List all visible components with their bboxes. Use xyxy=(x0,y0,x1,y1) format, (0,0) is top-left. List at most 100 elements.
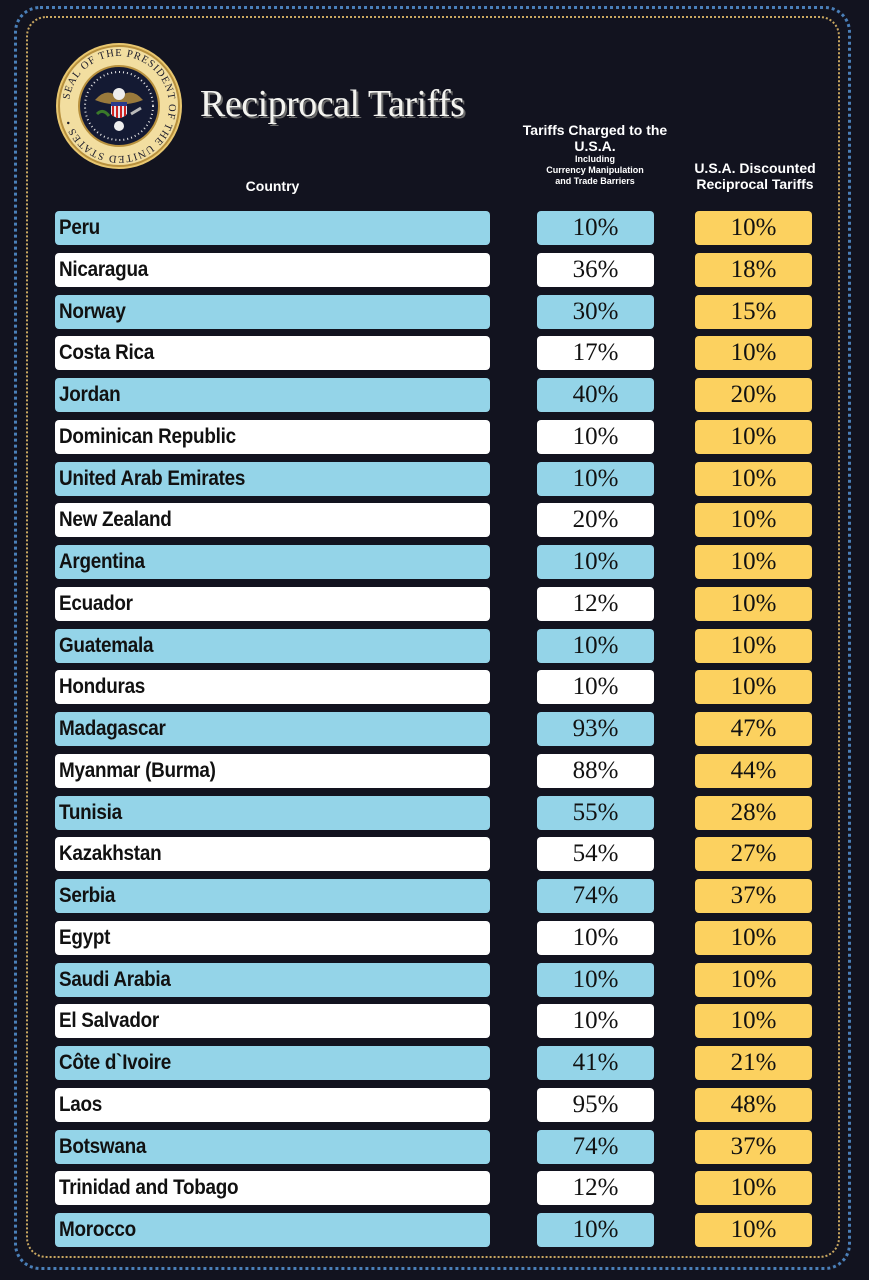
country-cell-text: Trinidad and Tobago xyxy=(59,1176,239,1200)
discounted-tariff-cell: 20% xyxy=(695,378,812,412)
country-cell: Argentina xyxy=(55,545,490,579)
charged-tariff-cell: 10% xyxy=(537,920,654,955)
country-cell: United Arab Emirates xyxy=(55,461,490,496)
charged-tariff-cell-text: 41% xyxy=(572,1049,619,1076)
country-cell: Guatemala xyxy=(55,628,490,663)
discounted-tariff-cell: 10% xyxy=(695,461,812,496)
charged-note-1: Including xyxy=(575,154,615,165)
country-cell-text: Norway xyxy=(59,299,126,323)
country-cell-text: United Arab Emirates xyxy=(59,466,246,490)
charged-tariff-cell: 10% xyxy=(537,211,654,245)
country-cell-text: Dominican Republic xyxy=(59,424,236,448)
column-header-discounted: U.S.A. Discounted Reciprocal Tariffs xyxy=(694,160,816,193)
discounted-tariff-cell-text: 10% xyxy=(730,631,777,659)
table-row: United Arab Emirates 10% 10% xyxy=(0,461,869,496)
discounted-tariff-cell: 44% xyxy=(695,753,812,788)
discounted-tariff-cell: 10% xyxy=(695,586,812,621)
discounted-tariff-cell: 10% xyxy=(695,419,812,454)
charged-tariff-cell-text: 12% xyxy=(572,1174,619,1202)
country-cell: Côte d`Ivoire xyxy=(55,1046,490,1080)
discounted-tariff-cell-text: 21% xyxy=(730,1049,777,1076)
table-row: Morocco 10% 10% xyxy=(0,1213,869,1247)
charged-tariff-cell-text: 10% xyxy=(572,548,619,575)
charged-tariff-cell-text: 93% xyxy=(572,715,619,742)
country-cell: Nicaragua xyxy=(55,252,490,287)
charged-tariff-cell-text: 10% xyxy=(572,673,619,701)
table-row: Norway 30% 15% xyxy=(0,294,869,329)
discounted-tariff-cell-text: 10% xyxy=(730,589,777,617)
table-row: Trinidad and Tobago 12% 10% xyxy=(0,1171,869,1206)
charged-tariff-cell: 10% xyxy=(537,1213,654,1247)
country-cell: Kazakhstan xyxy=(55,837,490,872)
country-cell: Egypt xyxy=(55,920,490,955)
discounted-tariff-cell-text: 10% xyxy=(730,339,777,367)
charged-tariff-cell-text: 74% xyxy=(572,882,619,909)
discounted-tariff-cell: 10% xyxy=(695,545,812,579)
country-cell-text: Costa Rica xyxy=(59,341,154,365)
discounted-tariff-cell: 37% xyxy=(695,879,812,913)
country-cell: Morocco xyxy=(55,1213,490,1247)
charged-tariff-cell: 10% xyxy=(537,461,654,496)
country-cell-text: Serbia xyxy=(59,884,116,907)
country-cell-text: Peru xyxy=(59,216,100,239)
country-cell: Saudi Arabia xyxy=(55,962,490,997)
discounted-tariff-cell: 18% xyxy=(695,252,812,287)
table-row: Côte d`Ivoire 41% 21% xyxy=(0,1046,869,1080)
country-cell-text: Botswana xyxy=(59,1134,147,1158)
discounted-tariff-cell: 48% xyxy=(695,1087,812,1122)
charged-note-2: Currency Manipulation xyxy=(546,164,644,175)
discounted-tariff-cell-text: 10% xyxy=(730,923,777,951)
table-row: El Salvador 10% 10% xyxy=(0,1004,869,1039)
country-cell-text: Honduras xyxy=(59,675,146,699)
charged-tariff-cell: 10% xyxy=(537,962,654,997)
discounted-tariff-cell-text: 10% xyxy=(730,1007,777,1035)
discounted-tariff-cell: 10% xyxy=(695,628,812,663)
table-row: Serbia 74% 37% xyxy=(0,879,869,913)
charged-tariff-cell: 17% xyxy=(537,336,654,371)
outer-border xyxy=(14,6,851,1270)
discounted-tariff-cell-text: 10% xyxy=(730,464,777,492)
country-cell: Myanmar (Burma) xyxy=(55,753,490,788)
country-cell-text: Guatemala xyxy=(59,633,154,657)
table-row: Madagascar 93% 47% xyxy=(0,712,869,746)
discounted-tariff-cell-text: 10% xyxy=(730,1216,777,1243)
table-row: Jordan 40% 20% xyxy=(0,378,869,412)
table-row: Botswana 74% 37% xyxy=(0,1129,869,1164)
table-row: Myanmar (Burma) 88% 44% xyxy=(0,753,869,788)
country-cell: Dominican Republic xyxy=(55,419,490,454)
country-cell: Honduras xyxy=(55,670,490,705)
country-cell-text: New Zealand xyxy=(59,508,172,532)
country-cell-text: Jordan xyxy=(59,383,121,406)
discounted-tariff-cell: 47% xyxy=(695,712,812,746)
discounted-tariff-cell-text: 27% xyxy=(730,840,777,868)
charged-tariff-cell: 10% xyxy=(537,1004,654,1039)
discounted-tariff-cell-text: 10% xyxy=(730,673,777,701)
table-row: New Zealand 20% 10% xyxy=(0,503,869,538)
discounted-tariff-cell: 15% xyxy=(695,294,812,329)
table-row: Honduras 10% 10% xyxy=(0,670,869,705)
discounted-tariff-cell: 37% xyxy=(695,1129,812,1164)
discounted-tariff-cell: 10% xyxy=(695,1213,812,1247)
discounted-tariff-cell-text: 37% xyxy=(730,882,777,909)
discounted-tariff-cell-text: 10% xyxy=(730,1174,777,1202)
charged-tariff-cell: 10% xyxy=(537,545,654,579)
charged-tariff-cell-text: 54% xyxy=(572,840,619,868)
table-row: Nicaragua 36% 18% xyxy=(0,252,869,287)
charged-tariff-cell-text: 10% xyxy=(572,965,619,993)
country-cell: Jordan xyxy=(55,378,490,412)
discounted-tariff-cell-text: 47% xyxy=(730,715,777,742)
country-cell-text: Kazakhstan xyxy=(59,842,162,866)
discounted-tariff-cell-text: 28% xyxy=(730,798,777,826)
charged-tariff-cell-text: 30% xyxy=(572,297,619,325)
table-row: Ecuador 12% 10% xyxy=(0,586,869,621)
discounted-tariff-cell-text: 44% xyxy=(730,756,777,784)
charged-tariff-cell: 74% xyxy=(537,879,654,913)
country-cell: Madagascar xyxy=(55,712,490,746)
charged-tariff-cell: 88% xyxy=(537,753,654,788)
charged-tariff-cell-text: 55% xyxy=(572,798,619,826)
charged-tariff-cell-text: 10% xyxy=(572,214,619,241)
inner-border xyxy=(26,16,840,1258)
table-row: Kazakhstan 54% 27% xyxy=(0,837,869,872)
presidential-seal-icon: SEAL OF THE PRESIDENT OF THE UNITED STAT… xyxy=(56,43,182,169)
country-cell: Laos xyxy=(55,1087,490,1122)
